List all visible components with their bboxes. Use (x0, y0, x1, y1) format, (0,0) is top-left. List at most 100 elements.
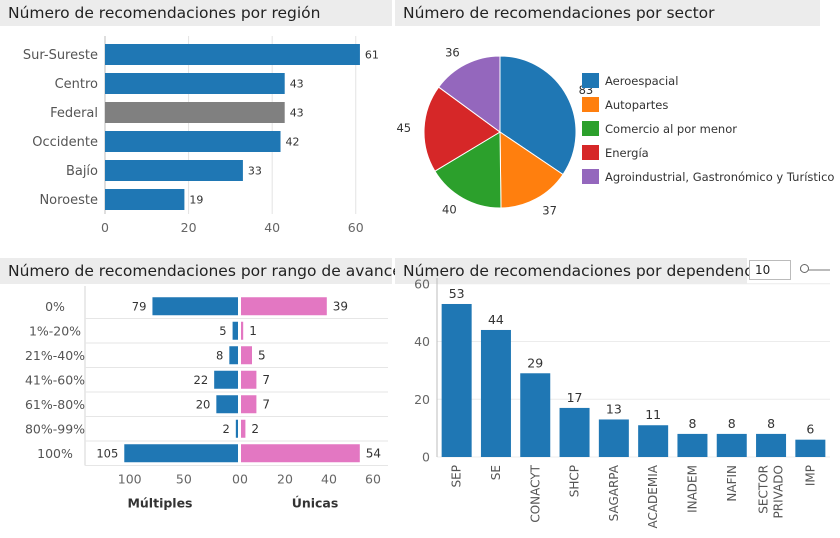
avance-value-label-unicas: 7 (262, 397, 270, 411)
region-category-label: Occidente (32, 135, 98, 150)
dep-y-tick-label: 20 (414, 392, 430, 407)
dep-y-tick-label: 0 (422, 450, 430, 465)
region-value-label: 19 (189, 194, 203, 207)
avance-left-tick-label: 0 (232, 472, 240, 487)
avance-bar-unicas (241, 346, 252, 365)
region-bar (105, 73, 285, 94)
dep-value-label: 29 (527, 355, 543, 370)
dep-bar (756, 433, 787, 457)
top-n-slider-track[interactable] (800, 269, 830, 271)
region-bar (105, 189, 185, 210)
avance-value-label-multiples: 5 (219, 324, 226, 338)
sector-value-label: 37 (542, 203, 557, 217)
avance-category-label: 80%-99% (25, 421, 85, 436)
region-x-tick-label: 0 (101, 220, 109, 235)
sector-value-label: 45 (396, 121, 411, 135)
avance-bar-unicas (241, 419, 246, 438)
sector-pie-slice (437, 55, 501, 133)
dependencia-bar-chart: 0 20 40 60 53 SEP 44 SE 29 CONACYT 17 SHCP 13 SAGARPA… (414, 276, 830, 529)
region-x-tick-label: 60 (348, 220, 364, 235)
sector-legend-swatch (582, 145, 599, 160)
dep-bar (677, 433, 708, 457)
sector-legend-label: Autopartes (605, 98, 668, 112)
avance-bar-multiples (214, 370, 238, 389)
dep-value-label: 17 (567, 390, 583, 405)
sector-pie-chart: 8337404536AeroespacialAutopartesComercio… (396, 46, 834, 218)
dep-value-label: 53 (449, 286, 465, 301)
region-bar (105, 160, 243, 181)
dep-category-label: SE (489, 465, 503, 480)
avance-value-label-multiples: 79 (132, 299, 147, 313)
region-x-tick-label: 40 (264, 220, 280, 235)
dep-category-label: ACADEMIA (646, 464, 660, 528)
region-category-label: Federal (50, 106, 98, 121)
region-bar (105, 131, 281, 152)
region-chart-title: Número de recomendaciones por región (0, 0, 392, 26)
avance-bar-multiples (232, 321, 238, 340)
dep-value-label: 6 (806, 422, 814, 437)
dep-y-tick-label: 40 (414, 334, 430, 349)
dep-value-label: 8 (688, 416, 696, 431)
top-n-slider-handle[interactable] (800, 264, 809, 273)
avance-value-label-unicas: 39 (333, 299, 348, 313)
sector-pie-slice (499, 55, 577, 176)
avance-value-label-multiples: 8 (216, 348, 223, 362)
avance-chart-title: Número de recomendaciones por rango de a… (0, 258, 402, 284)
dep-bar (480, 329, 511, 457)
avance-value-label-unicas: 5 (258, 348, 266, 362)
avance-bar-unicas (241, 444, 360, 463)
avance-right-tick-label: 0 (240, 472, 248, 487)
avance-category-label: 21%-40% (25, 348, 85, 363)
avance-bar-multiples (235, 419, 238, 438)
avance-right-tick-label: 20 (277, 472, 293, 487)
sector-value-label: 36 (445, 46, 460, 60)
region-value-label: 61 (365, 49, 379, 62)
sector-pie-slice (499, 131, 564, 209)
sector-legend-label: Comercio al por menor (605, 122, 737, 136)
dep-y-tick-label: 60 (414, 276, 430, 291)
dep-bar (598, 419, 629, 457)
sector-chart-title: Número de recomendaciones por sector (395, 0, 820, 26)
region-value-label: 43 (290, 107, 304, 120)
dep-bar (520, 373, 551, 457)
sector-legend-swatch (582, 169, 599, 184)
avance-bar-multiples (124, 444, 238, 463)
avance-right-axis-title: Únicas (292, 496, 339, 511)
region-category-label: Centro (55, 77, 98, 92)
dep-category-label: CONACYT (528, 464, 542, 522)
region-category-label: Sur-Sureste (23, 48, 98, 63)
region-value-label: 42 (286, 136, 300, 149)
avance-bar-multiples (229, 346, 238, 365)
avance-value-label-multiples: 20 (196, 397, 211, 411)
dep-category-label: IMP (803, 465, 817, 486)
region-x-tick-label: 20 (181, 220, 197, 235)
dep-category-label: NAFIN (725, 465, 739, 502)
sector-legend-swatch (582, 121, 599, 136)
dep-bar (559, 407, 590, 457)
avance-left-tick-label: 100 (118, 472, 142, 487)
region-category-label: Bajío (66, 164, 98, 179)
dep-category-label: PRIVADO (772, 465, 786, 518)
top-n-filter-input[interactable]: 10 (749, 260, 791, 280)
avance-bar-multiples (216, 395, 238, 414)
avance-right-tick-label: 40 (321, 472, 337, 487)
region-bar (105, 44, 360, 65)
dependencia-chart-title: Número de recomendaciones por dependenci… (395, 258, 767, 284)
avance-left-axis-title: Múltiples (127, 496, 192, 511)
avance-value-label-multiples: 22 (194, 373, 209, 387)
avance-bar-unicas (241, 395, 257, 414)
sector-legend-swatch (582, 97, 599, 112)
region-value-label: 33 (248, 165, 262, 178)
dep-category-label: SEP (450, 465, 464, 487)
region-value-label: 43 (290, 78, 304, 91)
avance-value-label-unicas: 1 (249, 324, 257, 338)
sector-legend-label: Aeroespacial (605, 74, 678, 88)
region-bar (105, 102, 285, 123)
dep-bar (638, 425, 669, 457)
avance-category-label: 0% (45, 299, 65, 314)
dep-category-label: INADEM (685, 465, 699, 513)
avance-value-label-multiples: 105 (96, 446, 118, 460)
dep-bar (795, 439, 826, 457)
dep-category-label: SHCP (568, 465, 582, 497)
avance-category-label: 100% (37, 446, 73, 461)
